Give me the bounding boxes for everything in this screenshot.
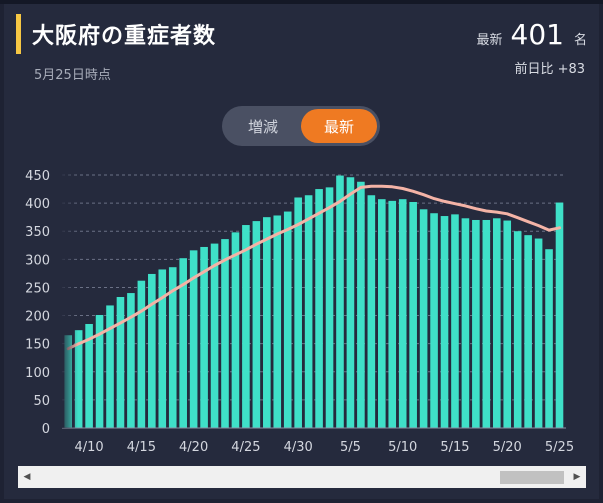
bar: [242, 225, 250, 428]
bar: [336, 175, 344, 428]
x-tick-label: 5/10: [388, 440, 417, 455]
x-tick-label: 4/30: [284, 440, 313, 455]
bar: [95, 314, 104, 428]
bar: [231, 232, 240, 428]
bar: [168, 267, 177, 428]
bar: [148, 273, 156, 428]
bar: [357, 181, 365, 428]
x-tick-label: 5/20: [493, 440, 522, 455]
bar: [158, 269, 167, 428]
bar: [346, 177, 355, 428]
bar: [210, 243, 219, 428]
bar: [200, 246, 208, 428]
x-tick-label: 5/25: [545, 440, 574, 455]
bar: [419, 209, 428, 428]
bar: [106, 305, 114, 428]
bar: [472, 219, 480, 428]
bar: [283, 211, 292, 428]
delta-value: +83: [557, 62, 585, 77]
latest-count: 最新 401 名: [477, 18, 587, 51]
scrollbar-thumb[interactable]: [500, 471, 564, 484]
bar: [137, 280, 146, 428]
bar: [440, 216, 449, 428]
x-tick-label: 4/15: [127, 440, 156, 455]
bar: [179, 258, 187, 428]
bar: [555, 202, 564, 428]
bar: [492, 218, 501, 428]
horizontal-scrollbar[interactable]: ◀ ▶: [18, 466, 586, 488]
x-tick-label: 5/5: [340, 440, 361, 455]
x-tick-label: 4/25: [231, 440, 260, 455]
title-accent-bar: [16, 14, 21, 54]
bar: [451, 214, 459, 428]
bar: [398, 199, 407, 428]
bar: [221, 239, 229, 428]
bar: [524, 235, 532, 428]
bar: [252, 221, 261, 428]
scroll-right-icon[interactable]: ▶: [573, 472, 581, 482]
y-tick-label: 400: [25, 197, 50, 212]
y-tick-label: 350: [25, 225, 50, 240]
bar: [294, 197, 302, 428]
bar: [116, 297, 125, 428]
y-tick-label: 50: [33, 394, 50, 409]
bar: [461, 218, 470, 428]
bar: [388, 200, 397, 428]
as-of-date: 5月25日時点: [34, 68, 111, 83]
y-tick-label: 150: [25, 338, 50, 353]
bar: [315, 189, 323, 428]
y-tick-label: 200: [25, 310, 50, 325]
moving-average-line: [66, 184, 561, 351]
day-over-day: 前日比 +83: [511, 58, 585, 77]
bar: [85, 323, 93, 428]
bar: [534, 238, 543, 428]
bar: [325, 187, 334, 428]
y-tick-label: 300: [25, 253, 50, 268]
toggle-latest[interactable]: 最新: [301, 109, 377, 143]
top-edge: [0, 0, 603, 4]
bar: [304, 195, 313, 428]
latest-label: 最新: [476, 33, 503, 48]
scroll-left-icon[interactable]: ◀: [23, 472, 31, 482]
bar: [74, 330, 83, 428]
y-tick-label: 0: [42, 422, 50, 437]
bar: [482, 219, 491, 428]
bar: [263, 217, 271, 428]
bar: [273, 215, 282, 428]
toggle-change[interactable]: 増減: [247, 117, 278, 136]
view-toggle: 増減 最新: [222, 106, 380, 146]
delta-label: 前日比: [514, 62, 554, 77]
y-tick-label: 250: [25, 281, 50, 296]
latest-value: 401: [510, 18, 564, 51]
bar: [377, 199, 386, 428]
bar: [430, 213, 438, 428]
page-title: 大阪府の重症者数: [32, 24, 217, 49]
x-tick-label: 5/15: [440, 440, 469, 455]
bar: [545, 249, 553, 428]
bar: [513, 231, 522, 428]
bar: [367, 195, 376, 428]
y-tick-label: 450: [25, 169, 50, 184]
left-fade: [62, 171, 78, 428]
bar: [189, 250, 198, 428]
latest-unit: 名: [573, 33, 587, 48]
x-tick-label: 4/10: [75, 440, 104, 455]
y-tick-label: 100: [25, 366, 50, 381]
bar: [503, 220, 512, 428]
bar: [409, 201, 417, 428]
bar: [127, 293, 135, 428]
severe-cases-chart: 0 50 100 150 200 250 300 350 400 450 4/10 4/15 4/20 4…: [25, 169, 574, 455]
x-tick-label: 4/20: [179, 440, 208, 455]
